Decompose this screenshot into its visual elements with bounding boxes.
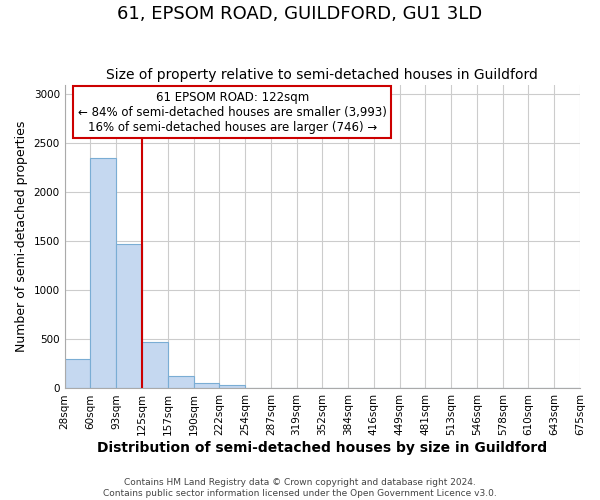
Bar <box>219 384 245 388</box>
X-axis label: Distribution of semi-detached houses by size in Guildford: Distribution of semi-detached houses by … <box>97 441 547 455</box>
Text: Contains HM Land Registry data © Crown copyright and database right 2024.
Contai: Contains HM Land Registry data © Crown c… <box>103 478 497 498</box>
Bar <box>116 244 142 388</box>
Text: 61, EPSOM ROAD, GUILDFORD, GU1 3LD: 61, EPSOM ROAD, GUILDFORD, GU1 3LD <box>118 5 482 23</box>
Y-axis label: Number of semi-detached properties: Number of semi-detached properties <box>15 121 28 352</box>
Text: 61 EPSOM ROAD: 122sqm
← 84% of semi-detached houses are smaller (3,993)
16% of s: 61 EPSOM ROAD: 122sqm ← 84% of semi-deta… <box>78 90 386 134</box>
Bar <box>193 383 219 388</box>
Title: Size of property relative to semi-detached houses in Guildford: Size of property relative to semi-detach… <box>106 68 538 82</box>
Bar <box>65 359 91 388</box>
Bar <box>168 376 193 388</box>
Bar <box>91 158 116 388</box>
Bar <box>142 342 168 388</box>
